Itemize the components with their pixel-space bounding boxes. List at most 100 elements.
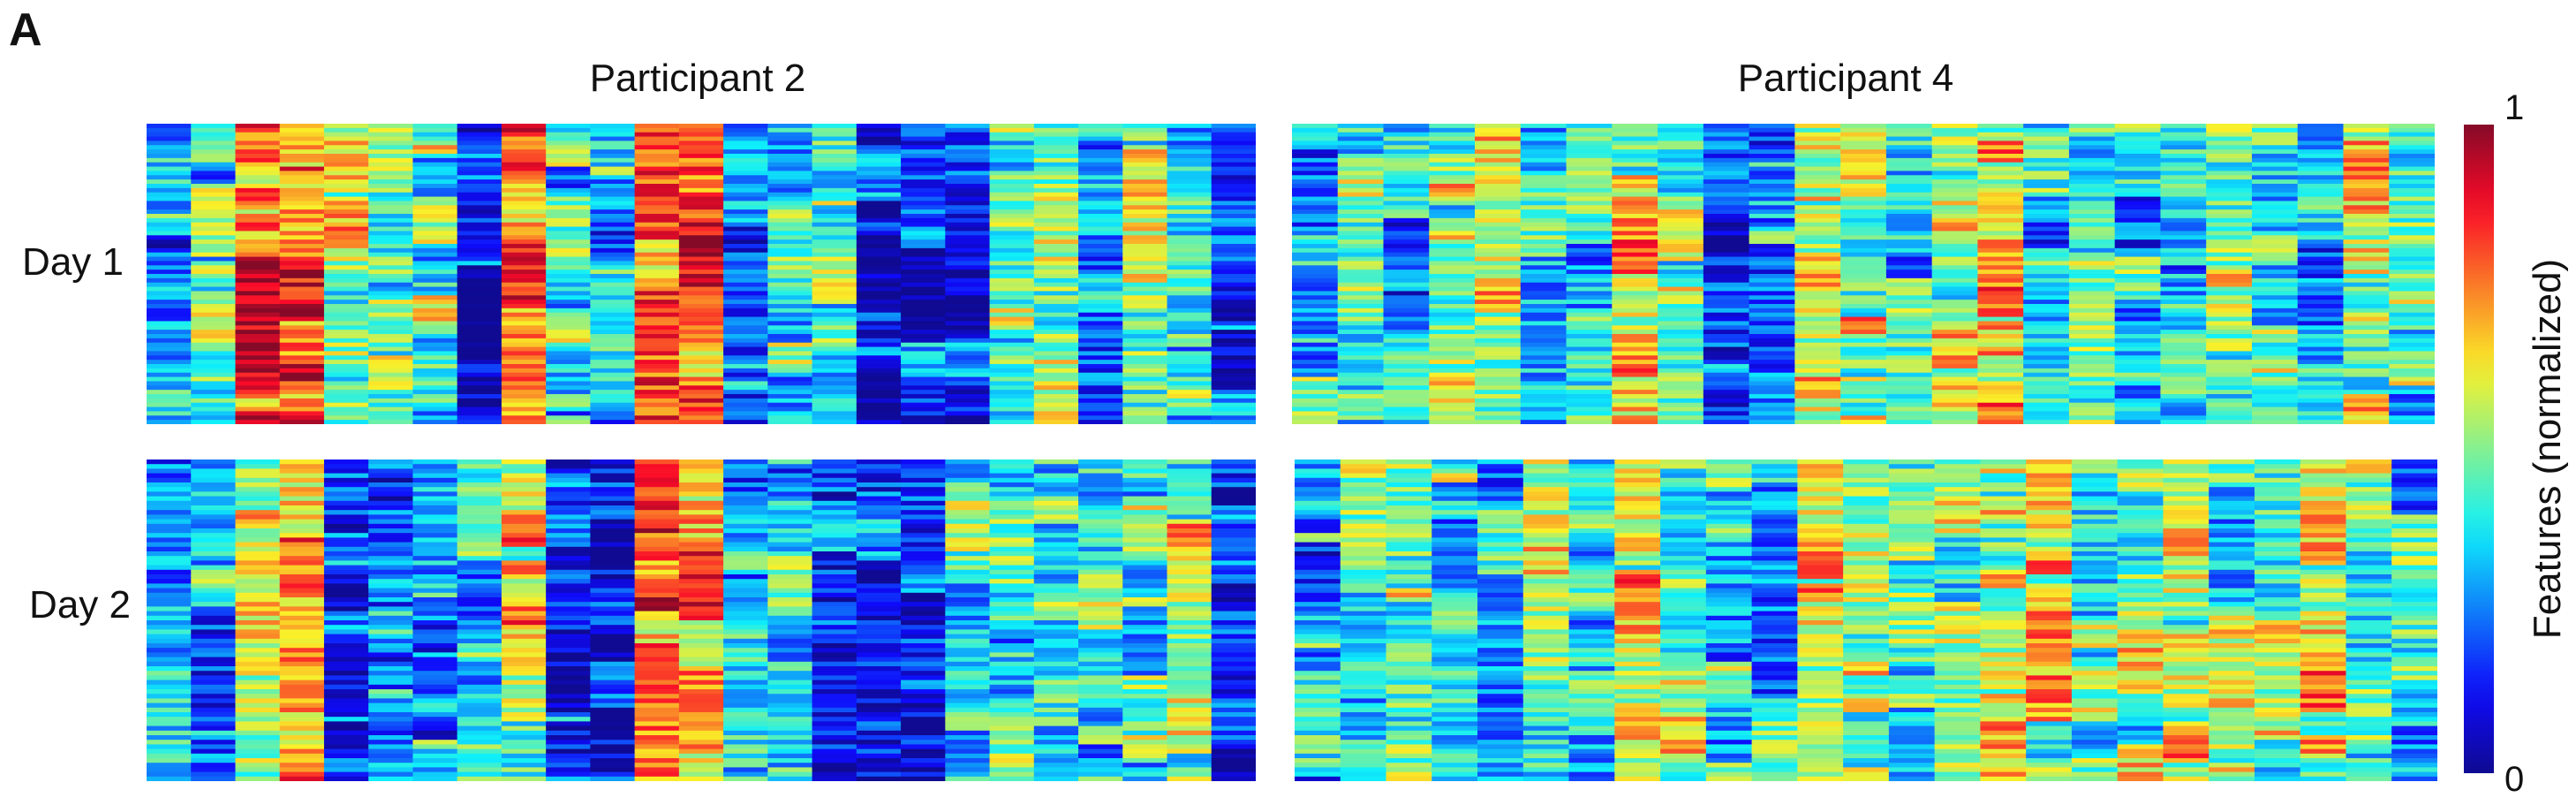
- heatmap-cell: [412, 390, 458, 395]
- heatmap-cell: [412, 398, 458, 404]
- heatmap-cell: [1794, 127, 1841, 133]
- heatmap-cell: [1612, 179, 1658, 185]
- heatmap-cell: [279, 291, 325, 296]
- heatmap-cell: [1078, 364, 1123, 369]
- heatmap-cell: [235, 231, 281, 236]
- heatmap-cell: [323, 291, 369, 296]
- heatmap-cell: [767, 346, 813, 353]
- heatmap-cell: [1566, 214, 1613, 219]
- heatmap-cell: [368, 740, 414, 745]
- heatmap-cell: [1658, 124, 1704, 129]
- heatmap-cell: [945, 300, 991, 305]
- heatmap-cell: [723, 583, 768, 589]
- heatmap-cell: [191, 763, 237, 768]
- heatmap-cell: [1337, 372, 1385, 378]
- heatmap-cell: [501, 149, 547, 155]
- heatmap-cell: [678, 730, 724, 736]
- heatmap-cell: [2160, 124, 2207, 129]
- heatmap-column: [546, 459, 591, 781]
- heatmap-cell: [191, 406, 237, 413]
- heatmap-cell: [235, 500, 281, 506]
- heatmap-cell: [2114, 171, 2162, 176]
- heatmap-cell: [678, 771, 724, 778]
- heatmap-cell: [1977, 334, 2024, 339]
- heatmap-cell: [1885, 209, 1933, 215]
- heatmap-cell: [2114, 385, 2162, 391]
- heatmap-cell: [1977, 295, 2024, 300]
- heatmap-cell: [1078, 606, 1123, 612]
- heatmap-cell: [901, 625, 946, 630]
- heatmap-cell: [945, 583, 991, 589]
- heatmap-cell: [546, 277, 591, 284]
- heatmap-cell: [457, 364, 502, 369]
- heatmap-cell: [1337, 334, 1385, 339]
- heatmap-column: [1520, 124, 1568, 424]
- heatmap-cell: [723, 201, 768, 206]
- heatmap-cell: [678, 415, 724, 421]
- heatmap-cell: [501, 187, 547, 194]
- heatmap-cell: [147, 721, 192, 727]
- heatmap-cell: [634, 342, 680, 348]
- heatmap-cell: [1167, 244, 1212, 249]
- heatmap-cell: [1078, 351, 1123, 356]
- heatmap-cell: [1840, 364, 1887, 369]
- heatmap-cell: [1033, 597, 1079, 603]
- heatmap-cell: [1033, 758, 1079, 763]
- heatmap-cell: [634, 209, 680, 215]
- heatmap-cell: [1167, 675, 1212, 681]
- heatmap-cell: [1078, 477, 1123, 483]
- heatmap-cell: [1703, 330, 1750, 335]
- heatmap-cell: [1749, 187, 1795, 194]
- heatmap-cell: [1167, 175, 1212, 180]
- heatmap-cell: [1977, 149, 2024, 155]
- heatmap-cell: [279, 500, 325, 506]
- heatmap-cell: [678, 338, 724, 344]
- heatmap-cell: [1931, 312, 1978, 318]
- heatmap-cell: [1840, 247, 1887, 254]
- heatmap-cell: [323, 376, 369, 383]
- heatmap-cell: [1520, 351, 1568, 356]
- heatmap-cell: [634, 684, 680, 690]
- heatmap-cell: [147, 415, 192, 421]
- heatmap-cell: [235, 235, 281, 240]
- heatmap-cell: [1167, 179, 1212, 185]
- heatmap-cell: [1078, 124, 1123, 129]
- heatmap-cell: [1033, 634, 1079, 640]
- heatmap-cell: [856, 140, 902, 146]
- heatmap-cell: [812, 698, 857, 704]
- heatmap-cell: [1794, 256, 1841, 262]
- heatmap-cell: [723, 217, 768, 224]
- heatmap-cell: [2023, 187, 2070, 194]
- heatmap-cell: [590, 390, 636, 395]
- heatmap-cell: [1292, 274, 1339, 279]
- heatmap-cell: [767, 758, 813, 763]
- heatmap-cell: [901, 514, 946, 520]
- heatmap-cell: [1033, 707, 1079, 713]
- heatmap-cell: [634, 346, 680, 353]
- heatmap-cell: [767, 124, 813, 129]
- heatmap-cell: [989, 652, 1035, 658]
- heatmap-cell: [1520, 325, 1568, 330]
- heatmap-cell: [634, 477, 680, 483]
- heatmap-cell: [457, 140, 502, 146]
- heatmap-cell: [1122, 381, 1168, 386]
- heatmap-cell: [1658, 325, 1704, 330]
- heatmap-cell: [767, 411, 813, 416]
- heatmap-cell: [1211, 740, 1256, 745]
- heatmap-cell: [1337, 136, 1385, 142]
- heatmap-cell: [191, 175, 237, 180]
- heatmap-cell: [1703, 179, 1750, 185]
- heatmap-cell: [279, 514, 325, 520]
- heatmap-cell: [1033, 717, 1079, 722]
- heatmap-cell: [279, 556, 325, 561]
- heatmap-cell: [2068, 338, 2116, 344]
- heatmap-cell: [235, 680, 281, 686]
- heatmap-cell: [856, 166, 902, 172]
- heatmap-cell: [767, 721, 813, 727]
- heatmap-cell: [812, 282, 857, 288]
- heatmap-cell: [1292, 124, 1339, 129]
- heatmap-cell: [191, 675, 237, 681]
- heatmap-cell: [2068, 321, 2116, 326]
- heatmap-cell: [723, 330, 768, 335]
- heatmap-cell: [457, 376, 502, 383]
